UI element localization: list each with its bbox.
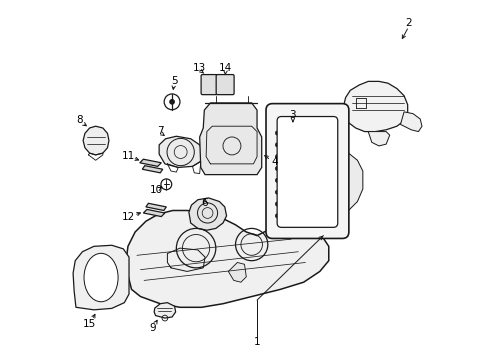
Circle shape [328, 154, 332, 159]
Text: 6: 6 [202, 198, 208, 208]
Text: 3: 3 [289, 111, 296, 121]
Circle shape [275, 131, 279, 135]
Circle shape [275, 202, 279, 206]
Text: 7: 7 [157, 126, 163, 135]
FancyBboxPatch shape [265, 104, 348, 238]
Circle shape [275, 214, 279, 218]
Text: 10: 10 [150, 185, 163, 195]
Circle shape [328, 143, 332, 147]
Text: 13: 13 [193, 63, 206, 73]
Circle shape [275, 166, 279, 171]
FancyBboxPatch shape [277, 117, 337, 227]
Circle shape [275, 154, 279, 159]
Circle shape [223, 79, 226, 82]
Circle shape [209, 86, 213, 90]
Polygon shape [400, 112, 421, 132]
Circle shape [223, 83, 226, 86]
Polygon shape [343, 81, 407, 132]
FancyBboxPatch shape [216, 75, 234, 95]
Circle shape [220, 83, 223, 86]
Text: 5: 5 [171, 76, 178, 86]
Polygon shape [228, 262, 246, 282]
Circle shape [328, 131, 332, 135]
Text: 15: 15 [83, 319, 96, 329]
Polygon shape [188, 198, 226, 230]
Circle shape [220, 86, 223, 89]
Polygon shape [140, 159, 161, 166]
Text: 4: 4 [271, 157, 278, 167]
Circle shape [275, 143, 279, 147]
Circle shape [220, 79, 223, 82]
Circle shape [227, 83, 230, 86]
Text: 9: 9 [149, 323, 156, 333]
Circle shape [206, 86, 209, 90]
Polygon shape [142, 166, 163, 173]
Circle shape [328, 214, 332, 218]
Circle shape [169, 100, 174, 104]
Text: 8: 8 [76, 115, 82, 125]
Circle shape [328, 190, 332, 194]
Polygon shape [145, 203, 166, 211]
Polygon shape [154, 303, 175, 318]
Text: 11: 11 [121, 150, 134, 161]
Polygon shape [159, 136, 203, 167]
Polygon shape [332, 149, 362, 216]
Polygon shape [73, 245, 129, 310]
Circle shape [227, 86, 230, 89]
Text: 1: 1 [253, 337, 260, 347]
Circle shape [328, 202, 332, 206]
Ellipse shape [84, 253, 118, 302]
FancyBboxPatch shape [201, 75, 217, 95]
Circle shape [223, 86, 226, 89]
Circle shape [328, 166, 332, 171]
Circle shape [227, 79, 230, 82]
Polygon shape [367, 132, 389, 146]
Polygon shape [83, 126, 109, 155]
Text: 14: 14 [219, 63, 232, 73]
Polygon shape [126, 211, 328, 307]
Circle shape [328, 178, 332, 183]
Polygon shape [199, 103, 261, 175]
Circle shape [275, 178, 279, 183]
Text: 12: 12 [121, 212, 134, 221]
Text: 2: 2 [405, 18, 411, 28]
Polygon shape [143, 210, 164, 217]
Circle shape [275, 190, 279, 194]
